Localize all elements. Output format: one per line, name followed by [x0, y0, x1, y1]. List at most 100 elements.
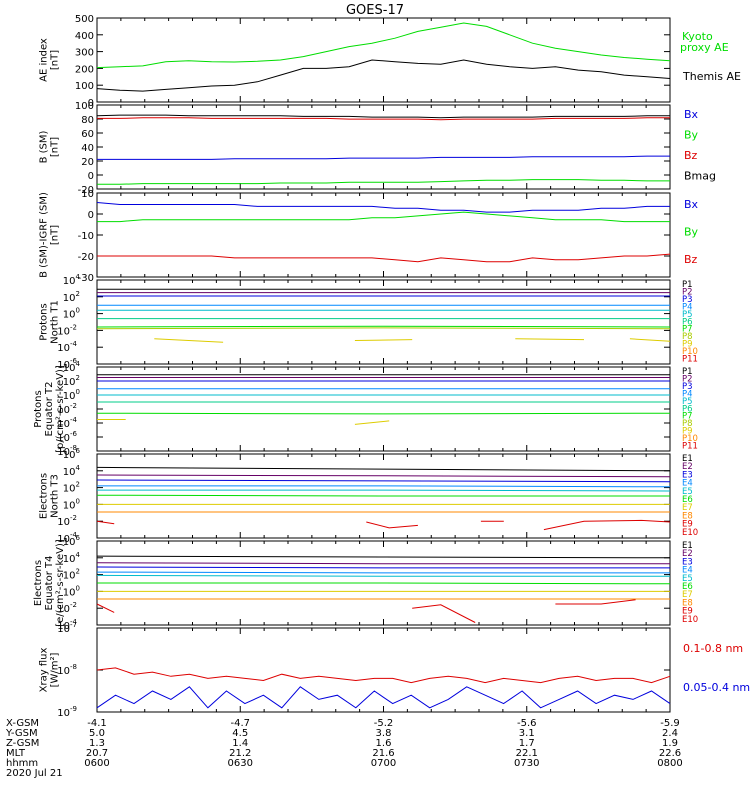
legend-e5: E5 — [682, 487, 693, 497]
series-bmag — [96, 114, 670, 119]
series-p9 — [97, 419, 390, 425]
series-line — [96, 555, 671, 559]
y-axis-label-line: [p/(cm²-s-sr-keV)] — [55, 365, 66, 453]
series-bz — [97, 253, 671, 263]
ephem-row-label: X-GSM — [6, 718, 39, 729]
legend-p1: P1 — [682, 367, 693, 377]
legend-e2: E2 — [682, 462, 693, 472]
y-axis-label-line: Protons — [39, 303, 50, 340]
y-axis-label-line: B (SM)-IGRF (SM) — [39, 192, 50, 278]
series-bx — [96, 202, 670, 213]
series-line — [96, 574, 670, 577]
y-axis-label-line: B (SM) — [39, 130, 50, 163]
y-tick-label: 10 — [81, 189, 94, 200]
legend-p9: P9 — [682, 427, 693, 437]
legend-p8: P8 — [682, 419, 693, 429]
legend-p7: P7 — [682, 412, 693, 422]
ephem-value: -5.9 — [660, 718, 680, 729]
y-tick-label: 104 — [63, 464, 81, 478]
y-tick-label: 10-4 — [57, 416, 77, 430]
y-axis-label-line: [W/m²] — [50, 652, 61, 687]
ephem-row-label: Y-GSM — [5, 728, 38, 739]
y-tick-label: 0 — [88, 171, 94, 182]
ephem-value: 3.8 — [376, 728, 392, 739]
ephem-value: 3.1 — [519, 728, 535, 739]
legend-p8: P8 — [682, 332, 693, 342]
legend-e2: E2 — [682, 549, 693, 559]
y-tick-label: 10-2 — [57, 323, 77, 337]
legend-e7: E7 — [682, 590, 693, 600]
y-tick-label: 100 — [63, 584, 80, 598]
y-axis-label: Protons North T1 — [39, 300, 61, 344]
series-line — [96, 327, 671, 330]
y-tick-label: 102 — [63, 481, 80, 495]
legend-e6: E6 — [682, 495, 693, 505]
y-axis-label-line: [nT] — [50, 137, 61, 157]
legend-e6: E6 — [682, 582, 693, 592]
y-axis-label: AE index [nT] — [39, 38, 61, 82]
ephem-row-label: MLT — [6, 748, 26, 759]
ephem-value: 1.9 — [662, 738, 678, 749]
y-tick-label: 106 — [63, 534, 81, 548]
legend-p5: P5 — [682, 397, 693, 407]
ephem-value: 21.6 — [372, 748, 394, 759]
legend-xray-long: 0.1-0.8 nm — [683, 642, 743, 655]
series-e9 — [96, 599, 636, 623]
legend-p2: P2 — [682, 374, 693, 384]
series-line — [96, 114, 670, 119]
series-line — [96, 562, 670, 565]
legend-kyoto: Kyoto — [682, 30, 713, 43]
series-kyoto-proxy-ae — [96, 22, 671, 69]
panel-bigrf: 10 0 -10 -20 -30 B (SM)-IGRF (SM) [nT] Bx By Bz — [39, 189, 699, 284]
y-tick-label: 102 — [63, 290, 80, 304]
y-tick-label: 10-4 — [57, 340, 77, 354]
legend-e7: E7 — [682, 503, 693, 513]
series-p7 — [96, 412, 671, 415]
panel-frame — [96, 17, 671, 103]
y-tick-label: 10-8 — [57, 444, 77, 458]
legend-bx: Bx — [684, 198, 699, 211]
ephem-value: 21.2 — [229, 748, 251, 759]
y-tick-label: -30 — [78, 273, 94, 284]
series-line — [96, 479, 671, 483]
y-tick-label: -20 — [78, 185, 94, 196]
legend-p6: P6 — [682, 317, 693, 327]
ephem-value: 0700 — [371, 758, 396, 769]
legend: Bx By Bz — [684, 198, 699, 266]
series-line — [96, 202, 670, 213]
series-line — [96, 466, 671, 472]
series-e3 — [96, 566, 670, 569]
legend-p9: P9 — [682, 340, 693, 350]
y-tick-label: 10-2 — [57, 402, 77, 416]
series-e3 — [96, 479, 671, 483]
series-line — [96, 22, 671, 69]
plot-title: GOES-17 — [346, 3, 404, 18]
y-tick-label: 200 — [75, 64, 94, 75]
legend-p10: P10 — [682, 347, 698, 357]
y-axis-label-line: [nT] — [50, 225, 61, 245]
series-line — [515, 338, 585, 341]
series-line — [543, 519, 671, 531]
y-tick-label: 10-4 — [57, 618, 77, 632]
y-tick-label: 102 — [63, 374, 80, 388]
y-axis-label: Electrons Equator T4 [e/(cm²-s-sr-keV)] — [33, 539, 66, 627]
y-tick-label: -10 — [78, 231, 94, 242]
legend-bx: Bx — [684, 108, 699, 121]
ephem-value: 0600 — [84, 758, 109, 769]
legend-e10: E10 — [682, 528, 698, 538]
y-tick-label: 10-4 — [57, 531, 77, 545]
ephem-value: 0800 — [657, 758, 682, 769]
y-tick-label: 106 — [63, 447, 81, 461]
ephem-value: 1.6 — [376, 738, 392, 749]
legend-p5: P5 — [682, 310, 693, 320]
series-line — [354, 339, 413, 341]
series-line — [96, 667, 671, 684]
series-line — [96, 686, 671, 709]
series-p9 — [154, 338, 671, 343]
panel-xray: 10-7 10-8 10-9 Xray flux [W/m²] 0.1-0.8 nm 0.0… — [39, 621, 750, 719]
